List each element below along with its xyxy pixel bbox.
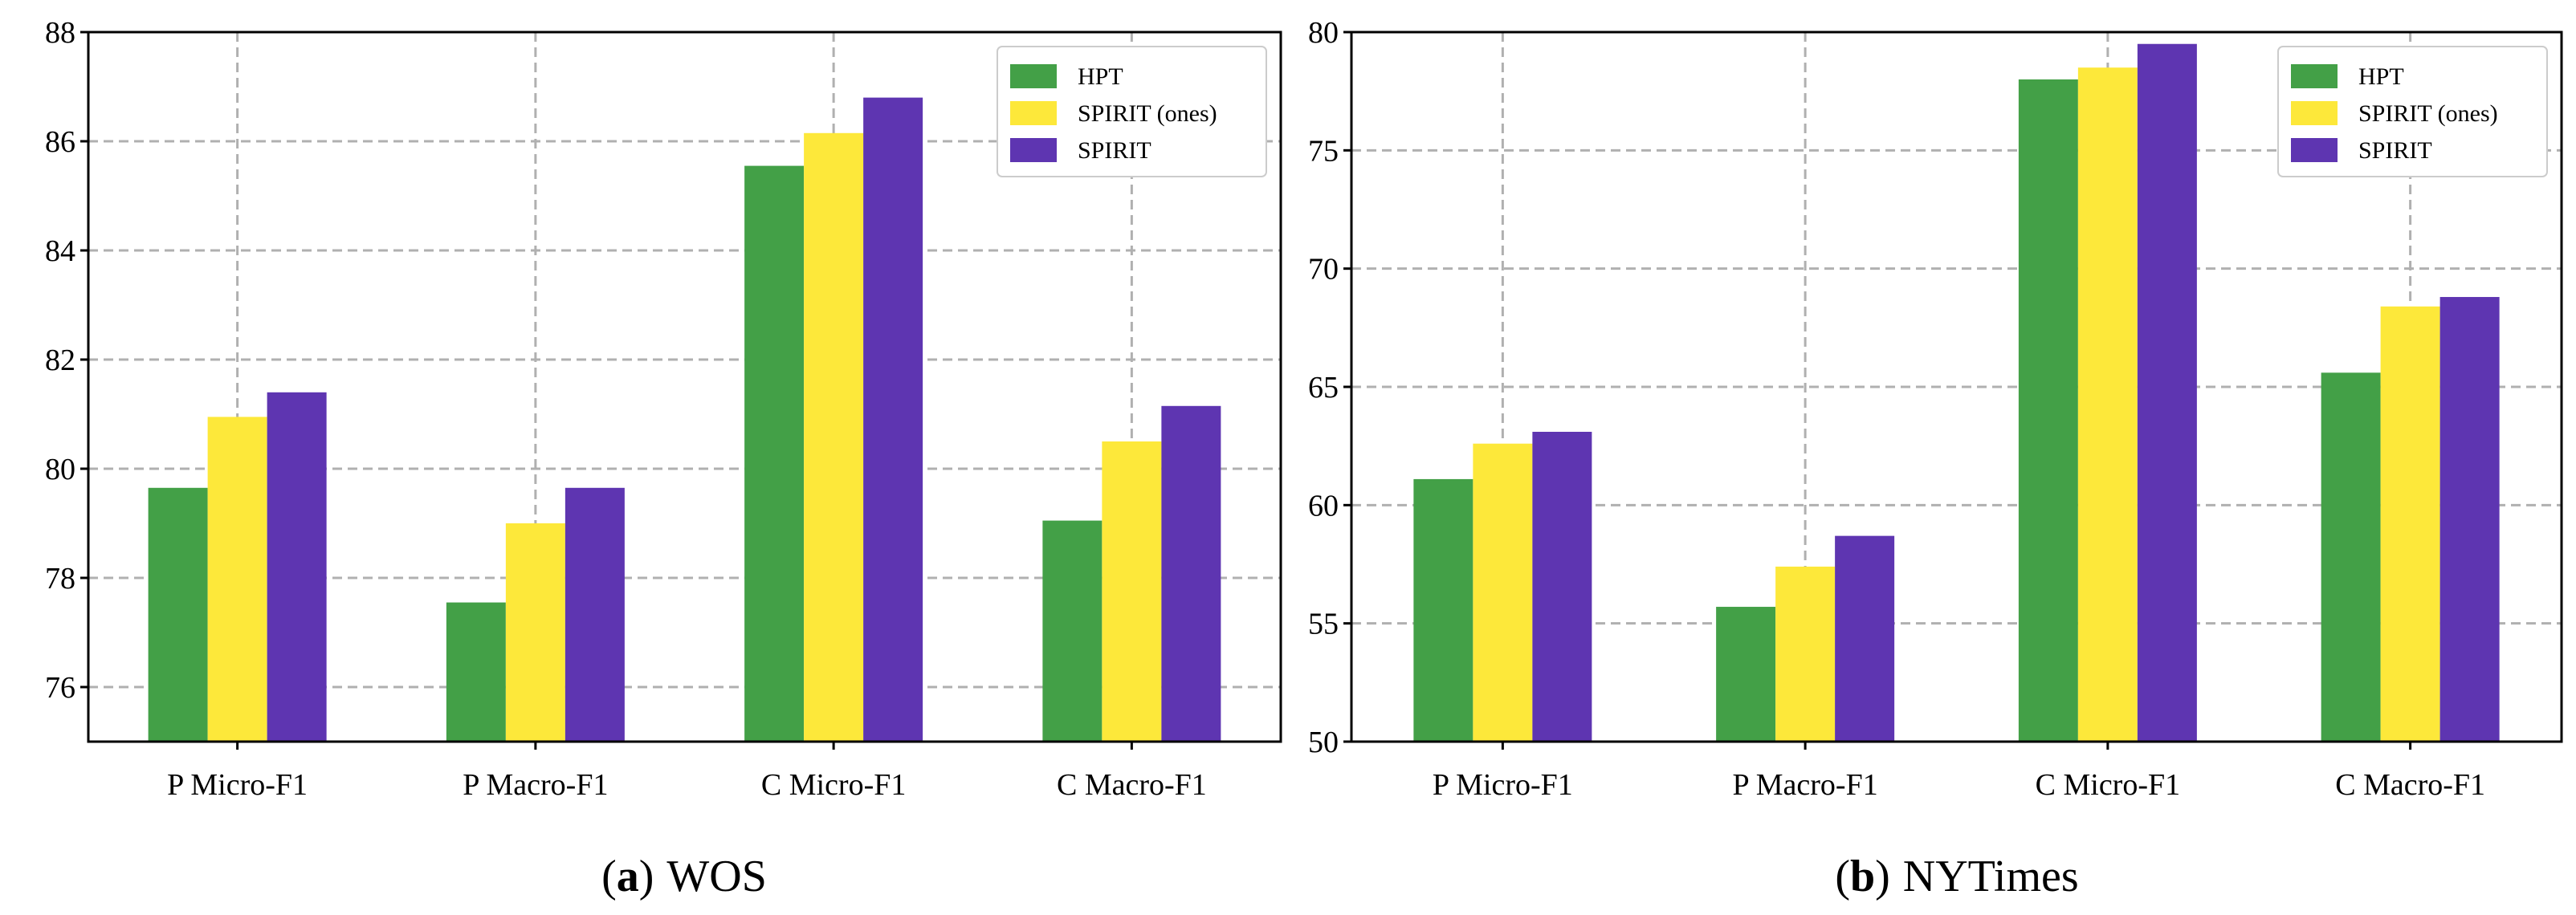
panel-caption: (a) WOS [601,852,767,901]
legend-swatch [2291,101,2338,125]
bar-spirit-2 [2137,43,2197,742]
bar-hpt-0 [148,487,208,742]
legend: HPT SPIRIT (ones) SPIRIT [2277,46,2548,177]
panel-caption: (b) NYTimes [1835,852,2078,901]
caption-paren-open: ( [601,852,617,901]
bar-spirit-0 [267,392,327,742]
x-tick-label: C Macro-F1 [2335,768,2485,802]
y-tick-label: 86 [45,125,75,159]
legend-label: HPT [2358,63,2404,90]
y-tick-label: 84 [45,234,75,268]
y-tick-label: 80 [1308,16,1339,50]
chart-panel-wos: 76 78 80 82 84 86 88 P Micro-F1 P Macro-F1 C Micr… [45,16,1282,901]
plot-frame [87,31,1282,743]
y-tick-label: 65 [1308,371,1339,405]
bar-spirit-3 [1161,405,1221,742]
y-tick-label: 55 [1308,608,1339,641]
y-tick-label: 50 [1308,726,1339,759]
caption-paren-open: ( [1835,852,1850,901]
bar-hpt-3 [2321,372,2381,742]
y-tick-label: 70 [1308,253,1339,287]
bar-spirit-ones-3 [2380,306,2440,742]
bar-spirit-ones-0 [1473,443,1533,742]
bar-hpt-3 [1042,520,1103,742]
legend-swatch [2291,138,2338,162]
legend-label: SPIRIT [2358,137,2432,164]
y-tick-label: 75 [1308,134,1339,168]
x-tick-label: P Macro-F1 [1733,768,1878,802]
legend-label: HPT [1078,63,1123,90]
x-tick-label: P Micro-F1 [167,768,308,802]
x-tick-label: P Macro-F1 [463,768,608,802]
bar-spirit-ones-1 [1775,566,1836,742]
caption-paren-close: ) [639,852,654,901]
y-tick-label: 76 [45,671,75,705]
bar-spirit-3 [2439,297,2500,742]
caption-text: WOS [666,852,766,901]
legend-swatch [1010,101,1057,125]
x-tick-label: C Micro-F1 [761,768,907,802]
y-tick-label: 60 [1308,489,1339,523]
legend-label: SPIRIT [1078,137,1151,164]
bar-hpt-0 [1413,478,1473,742]
legend-label: SPIRIT (ones) [1078,100,1217,127]
y-tick-label: 80 [45,453,75,486]
bar-hpt-2 [2018,79,2078,742]
caption-text: NYTimes [1903,852,2079,901]
bar-spirit-1 [565,487,625,742]
legend-swatch [2291,64,2338,88]
legend-label: SPIRIT (ones) [2358,100,2498,127]
bar-spirit-ones-2 [2077,67,2138,742]
bar-spirit-0 [1532,431,1592,742]
x-tick-label: C Micro-F1 [2036,768,2181,802]
bar-spirit-ones-2 [804,132,864,742]
bar-spirit-ones-1 [505,523,565,742]
bar-spirit-1 [1835,535,1895,742]
legend-box [2277,46,2548,177]
bar-spirit-ones-3 [1102,441,1162,742]
legend-swatch [1010,64,1057,88]
bar-spirit-2 [863,97,923,742]
bar-hpt-1 [446,602,506,742]
legend-swatch [1010,138,1057,162]
caption-paren-close: ) [1875,852,1890,901]
caption-label: a [617,852,639,901]
x-tick-label: C Macro-F1 [1057,768,1207,802]
bar-hpt-1 [1716,607,1776,742]
y-tick-label: 78 [45,562,75,596]
x-tick-label: P Micro-F1 [1433,768,1573,802]
y-tick-label: 88 [45,16,75,50]
bar-hpt-2 [744,165,805,742]
chart-panel-nytimes: 50 55 60 65 70 75 80 P Micro-F1 P Macro-F1 C Micr… [1308,16,2563,901]
caption-label: b [1850,852,1875,901]
y-tick-label: 82 [45,344,75,377]
bar-spirit-ones-0 [207,417,267,742]
legend-box [997,46,1267,177]
legend: HPT SPIRIT (ones) SPIRIT [997,46,1267,177]
